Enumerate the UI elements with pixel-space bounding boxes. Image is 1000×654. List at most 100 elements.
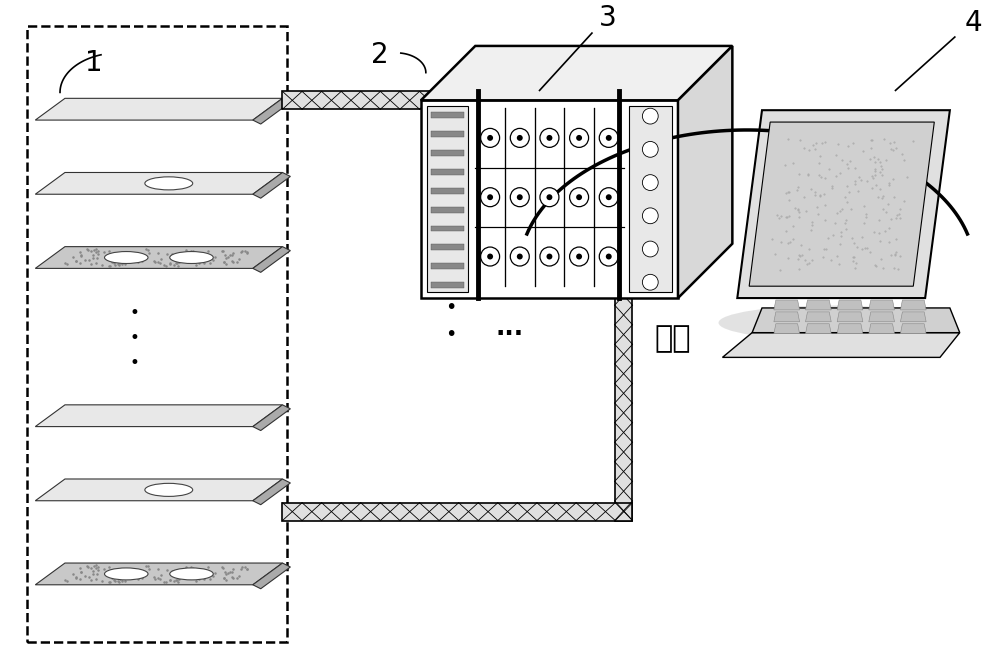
Circle shape <box>606 254 612 260</box>
Polygon shape <box>678 46 732 298</box>
Polygon shape <box>722 333 960 357</box>
Circle shape <box>540 247 559 266</box>
Circle shape <box>576 194 582 200</box>
Polygon shape <box>253 247 290 272</box>
Polygon shape <box>752 308 960 333</box>
Polygon shape <box>900 300 926 310</box>
Circle shape <box>487 135 493 141</box>
Circle shape <box>481 128 500 147</box>
Polygon shape <box>737 110 950 298</box>
Bar <box>431 169 464 175</box>
Polygon shape <box>774 324 800 334</box>
Circle shape <box>546 194 552 200</box>
Text: 通信: 通信 <box>655 324 691 354</box>
Ellipse shape <box>105 252 148 264</box>
Polygon shape <box>837 312 863 322</box>
Bar <box>282 503 632 521</box>
Circle shape <box>576 254 582 260</box>
Circle shape <box>546 254 552 260</box>
Text: ...: ... <box>496 316 524 339</box>
Text: •
•
•: • • • <box>445 272 456 344</box>
Polygon shape <box>253 479 290 505</box>
Bar <box>431 150 464 156</box>
Circle shape <box>599 128 618 147</box>
Polygon shape <box>35 405 282 426</box>
Polygon shape <box>774 300 800 310</box>
Circle shape <box>510 247 529 266</box>
Circle shape <box>642 208 658 224</box>
Bar <box>431 112 464 118</box>
Bar <box>282 92 632 109</box>
Ellipse shape <box>170 252 213 264</box>
Polygon shape <box>35 563 282 585</box>
Polygon shape <box>253 98 290 124</box>
Polygon shape <box>35 479 282 501</box>
Bar <box>427 106 468 292</box>
Bar <box>431 131 464 137</box>
Polygon shape <box>900 312 926 322</box>
Polygon shape <box>806 324 831 334</box>
Text: 2: 2 <box>371 41 389 69</box>
Bar <box>431 207 464 213</box>
Circle shape <box>546 135 552 141</box>
Polygon shape <box>253 173 290 198</box>
Bar <box>421 100 678 298</box>
Circle shape <box>599 188 618 207</box>
Circle shape <box>576 135 582 141</box>
Text: 3: 3 <box>599 4 617 32</box>
Polygon shape <box>806 312 831 322</box>
Bar <box>27 26 287 642</box>
Bar <box>431 245 464 250</box>
Bar <box>431 283 464 288</box>
Polygon shape <box>837 300 863 310</box>
Circle shape <box>481 247 500 266</box>
Circle shape <box>570 188 589 207</box>
Text: 4: 4 <box>965 9 982 37</box>
Polygon shape <box>869 300 895 310</box>
Circle shape <box>599 247 618 266</box>
Polygon shape <box>837 324 863 334</box>
Circle shape <box>540 128 559 147</box>
Polygon shape <box>900 324 926 334</box>
Polygon shape <box>253 405 290 430</box>
Circle shape <box>487 194 493 200</box>
Circle shape <box>510 128 529 147</box>
Circle shape <box>570 128 589 147</box>
Circle shape <box>642 241 658 257</box>
Circle shape <box>642 108 658 124</box>
Ellipse shape <box>170 568 213 580</box>
Ellipse shape <box>145 483 193 496</box>
Polygon shape <box>774 312 800 322</box>
Circle shape <box>517 254 523 260</box>
Ellipse shape <box>145 177 193 190</box>
Circle shape <box>517 135 523 141</box>
Polygon shape <box>806 300 831 310</box>
Polygon shape <box>35 98 282 120</box>
Bar <box>431 188 464 194</box>
Circle shape <box>606 135 612 141</box>
Polygon shape <box>869 324 895 334</box>
Ellipse shape <box>719 305 944 340</box>
Polygon shape <box>253 563 290 589</box>
Bar <box>431 264 464 269</box>
Circle shape <box>642 274 658 290</box>
Bar <box>615 92 632 521</box>
Circle shape <box>510 188 529 207</box>
Circle shape <box>642 141 658 157</box>
Polygon shape <box>421 46 732 100</box>
Polygon shape <box>749 122 934 286</box>
Polygon shape <box>869 312 895 322</box>
Text: •
•
•: • • • <box>129 303 139 371</box>
Circle shape <box>540 188 559 207</box>
Bar <box>431 226 464 232</box>
Circle shape <box>481 188 500 207</box>
Polygon shape <box>35 173 282 194</box>
Circle shape <box>487 254 493 260</box>
Circle shape <box>606 194 612 200</box>
Bar <box>629 106 672 292</box>
Ellipse shape <box>105 568 148 580</box>
Polygon shape <box>35 247 282 268</box>
Circle shape <box>517 194 523 200</box>
Text: 1: 1 <box>85 48 102 77</box>
Circle shape <box>570 247 589 266</box>
